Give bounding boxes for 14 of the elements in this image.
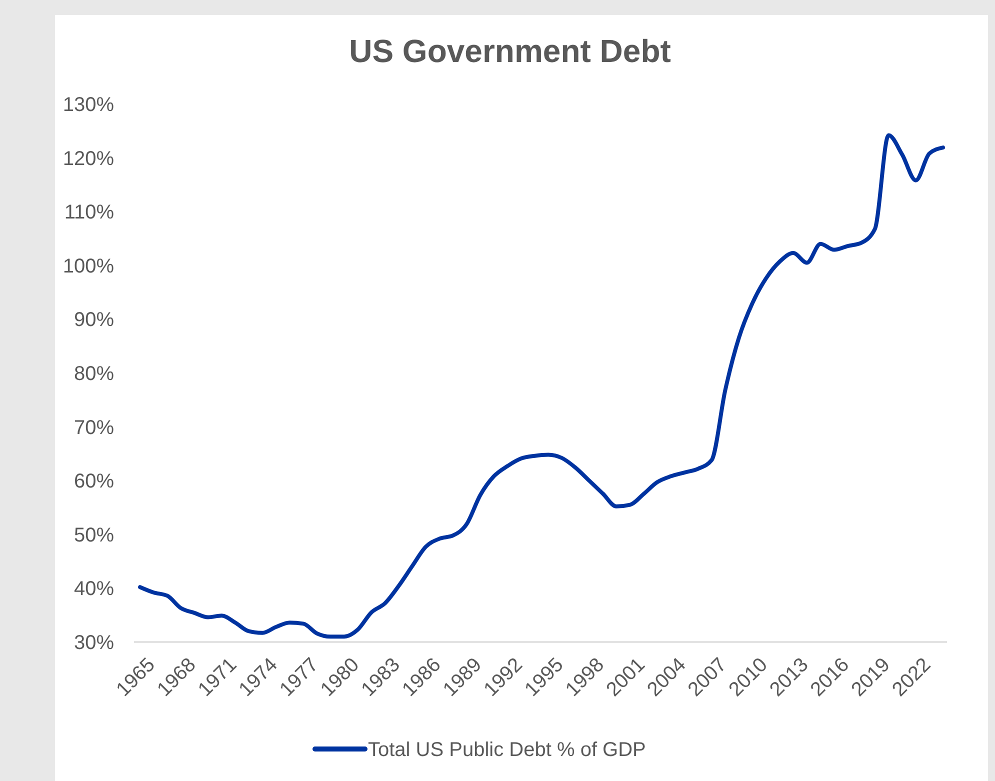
y-tick-label: 130% [62, 94, 114, 116]
y-tick-label: 120% [62, 148, 114, 170]
y-tick-label: 30% [74, 632, 114, 654]
y-tick-label: 50% [74, 524, 114, 546]
y-tick-label: 60% [74, 470, 114, 493]
y-tick-label: 80% [74, 363, 114, 385]
line-series [138, 133, 945, 639]
y-tick-label: 70% [74, 416, 114, 439]
y-tick-label: 40% [74, 578, 114, 600]
y-tick-label: 110% [64, 202, 114, 224]
chart-title: US Government Debt [349, 33, 672, 69]
legend-label: Total US Public Debt % of GDP [368, 739, 646, 761]
y-tick-label: 90% [74, 309, 114, 332]
y-tick-label: 100% [62, 255, 114, 278]
